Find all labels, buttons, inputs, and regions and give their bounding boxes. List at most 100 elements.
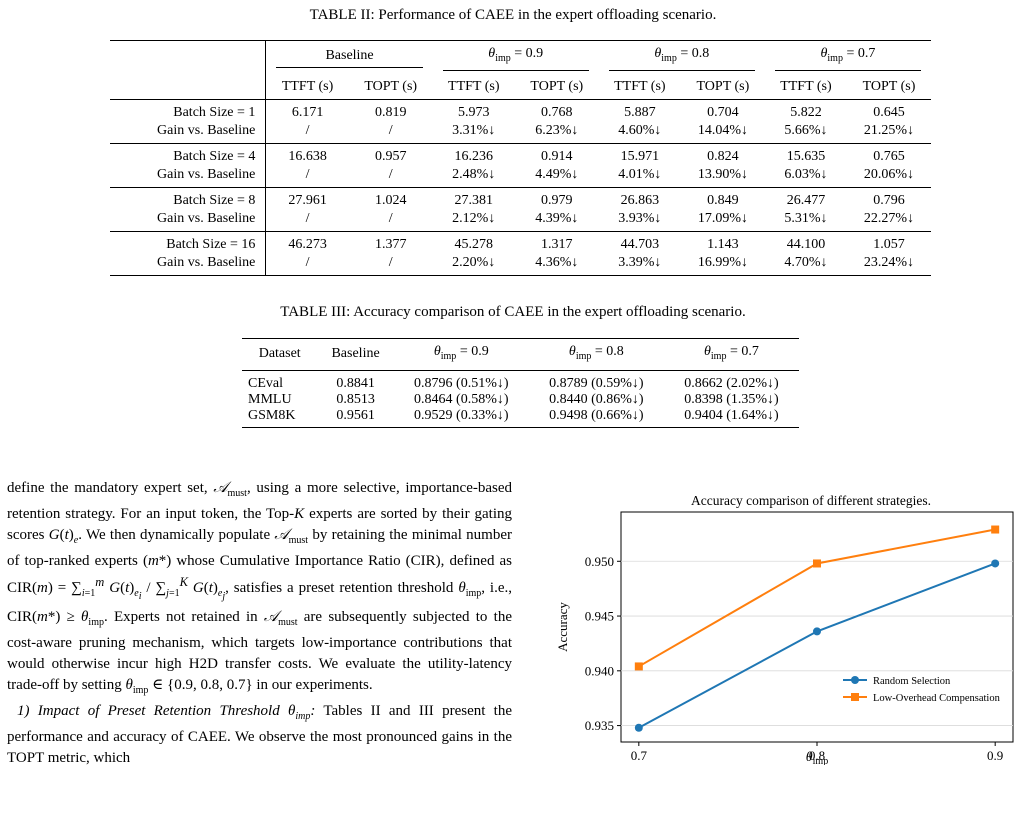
table-cell: 4.60%↓ bbox=[618, 122, 662, 138]
table-cell: 0.8464 (0.58%↓) bbox=[414, 391, 509, 407]
row-label: Batch Size = 1 bbox=[110, 98, 267, 122]
table-cell: 0.704 bbox=[680, 98, 765, 122]
table-row: Batch Size = 1 6.171 0.819 5.973 0.768 5.887 0… bbox=[110, 98, 931, 122]
y-tick-label: 0.945 bbox=[585, 609, 614, 624]
table-cell: 5.31%↓ bbox=[784, 210, 828, 226]
table-cell: 1.057 bbox=[847, 230, 931, 254]
table-cell: 27.381 bbox=[432, 186, 515, 210]
group-header: θimp = 0.9 bbox=[432, 39, 599, 75]
table-cell: 45.278 bbox=[432, 230, 515, 254]
table-cell: 0.914 bbox=[514, 142, 599, 166]
table-cell: 15.635 bbox=[764, 142, 848, 166]
table-cell: 0.8398 (1.35%↓) bbox=[684, 391, 779, 407]
x-tick-label: 0.9 bbox=[987, 748, 1003, 763]
table-row: Batch Size = 4 16.638 0.957 16.236 0.914 15.9… bbox=[110, 142, 931, 166]
table-cell: 0.8796 (0.51%↓) bbox=[414, 375, 509, 391]
y-axis-label: Accuracy bbox=[555, 602, 570, 652]
table-cell: 1.377 bbox=[348, 230, 433, 254]
table-cell: 0.9404 (1.64%↓) bbox=[663, 407, 799, 428]
table-row: Gain vs. Baseline / / 2.12%↓ 4.39%↓ 3.93%↓ 17.… bbox=[110, 209, 931, 232]
table-cell: 0.849 bbox=[680, 186, 765, 210]
table-cell: 4.01%↓ bbox=[618, 166, 662, 182]
data-point bbox=[813, 627, 821, 636]
table-cell: 2.12%↓ bbox=[452, 210, 496, 226]
table-cell: 0.9529 (0.33%↓) bbox=[393, 407, 529, 428]
table-cell: 0.979 bbox=[514, 186, 599, 210]
table-cell: 0.8513 bbox=[336, 391, 375, 407]
legend-label: Low-Overhead Compensation bbox=[873, 693, 1001, 704]
col-header: Dataset bbox=[242, 338, 318, 371]
table-cell: 20.06%↓ bbox=[863, 166, 915, 182]
table-cell: 16.99%↓ bbox=[680, 253, 765, 276]
y-tick-label: 0.940 bbox=[585, 663, 614, 678]
table-cell: 17.09%↓ bbox=[697, 210, 748, 226]
plot-frame bbox=[620, 511, 1014, 743]
table-cell: 0.8789 (0.59%↓) bbox=[549, 375, 644, 391]
table-cell: 0.9561 bbox=[317, 407, 394, 428]
table-cell: / bbox=[305, 122, 310, 138]
table-cell: 0.957 bbox=[348, 142, 433, 166]
table-cell: 44.100 bbox=[764, 230, 848, 254]
table-cell: 0.9498 (0.66%↓) bbox=[528, 407, 664, 428]
table-cell: / bbox=[305, 210, 310, 226]
table-cell: 5.822 bbox=[764, 98, 848, 122]
col-header: TOPT (s) bbox=[696, 78, 750, 94]
table-cell: 1.317 bbox=[514, 230, 599, 254]
table-cell: 23.24%↓ bbox=[847, 253, 931, 276]
table-cell: 4.39%↓ bbox=[535, 210, 579, 226]
row-label: Batch Size = 8 bbox=[110, 186, 267, 210]
table-cell: 0.796 bbox=[847, 186, 931, 210]
table-cell: 4.36%↓ bbox=[514, 253, 599, 276]
table-cell: / bbox=[388, 166, 393, 182]
table-cell: 4.49%↓ bbox=[535, 166, 579, 182]
table-cell: 26.863 bbox=[598, 186, 681, 210]
table-cell: 0.645 bbox=[847, 98, 931, 122]
table2-caption: TABLE II: Performance of CAEE in the exp… bbox=[309, 7, 717, 23]
table-row: MMLU 0.8513 0.8464 (0.58%↓) 0.8440 (0.86%↓)… bbox=[242, 392, 799, 408]
col-header: TTFT (s) bbox=[448, 78, 500, 94]
data-point bbox=[991, 559, 1000, 568]
table-cell: 5.887 bbox=[598, 98, 681, 122]
col-header: TOPT (s) bbox=[862, 78, 916, 94]
table-cell: 3.93%↓ bbox=[618, 210, 662, 226]
table-cell: 0.819 bbox=[348, 98, 433, 122]
table-cell: CEval bbox=[248, 375, 283, 391]
legend-marker bbox=[851, 693, 859, 701]
col-header: TOPT (s) bbox=[530, 78, 584, 94]
table-cell: 15.971 bbox=[598, 142, 681, 166]
data-point bbox=[991, 525, 1000, 534]
series-group bbox=[634, 525, 1000, 732]
section-text: Tables II and III present the performanc… bbox=[7, 703, 512, 766]
row-label: Gain vs. Baseline bbox=[110, 121, 267, 144]
data-point bbox=[813, 559, 821, 568]
accuracy-chart: Accuracy comparison of different strateg… bbox=[555, 493, 1014, 765]
data-point bbox=[634, 723, 643, 732]
y-tick-label: 0.935 bbox=[585, 718, 614, 733]
col-header: Baseline bbox=[317, 338, 394, 371]
x-tick-label: 0.7 bbox=[631, 748, 648, 763]
legend-marker bbox=[851, 676, 859, 684]
table-cell: 6.23%↓ bbox=[535, 122, 579, 138]
table-cell: 3.31%↓ bbox=[452, 122, 496, 138]
data-point bbox=[634, 662, 643, 671]
col-header: TTFT (s) bbox=[780, 78, 832, 94]
table-row: CEval 0.8841 0.8796 (0.51%↓) 0.8789 (0.59%↓… bbox=[242, 370, 799, 392]
group-header: Baseline bbox=[265, 39, 433, 75]
table-cell: / bbox=[265, 253, 349, 276]
table-cell: 14.04%↓ bbox=[697, 122, 748, 138]
table-cell: 1.024 bbox=[348, 186, 433, 210]
table-row: GSM8K 0.9561 0.9529 (0.33%↓) 0.9498 (0.66%↓… bbox=[242, 407, 799, 428]
col-header: TOPT (s) bbox=[364, 78, 418, 94]
performance-table: Baseline θimp = 0.9 θimp = 0.8 θimp = 0.… bbox=[110, 39, 931, 276]
table-cell: 0.8841 bbox=[336, 375, 375, 391]
table-cell: 13.90%↓ bbox=[697, 166, 748, 182]
row-label: Gain vs. Baseline bbox=[110, 165, 267, 188]
paragraph: 1) Impact of Preset Retention Threshold … bbox=[7, 701, 512, 769]
table-cell: 3.39%↓ bbox=[598, 253, 681, 276]
table-cell: 16.236 bbox=[432, 142, 515, 166]
table-cell: 2.20%↓ bbox=[432, 253, 515, 276]
table-cell: / bbox=[305, 166, 310, 182]
table-cell: 26.477 bbox=[764, 186, 848, 210]
x-tick-label: 0.8 bbox=[809, 748, 825, 763]
chart-title: Accuracy comparison of different strateg… bbox=[691, 493, 931, 508]
